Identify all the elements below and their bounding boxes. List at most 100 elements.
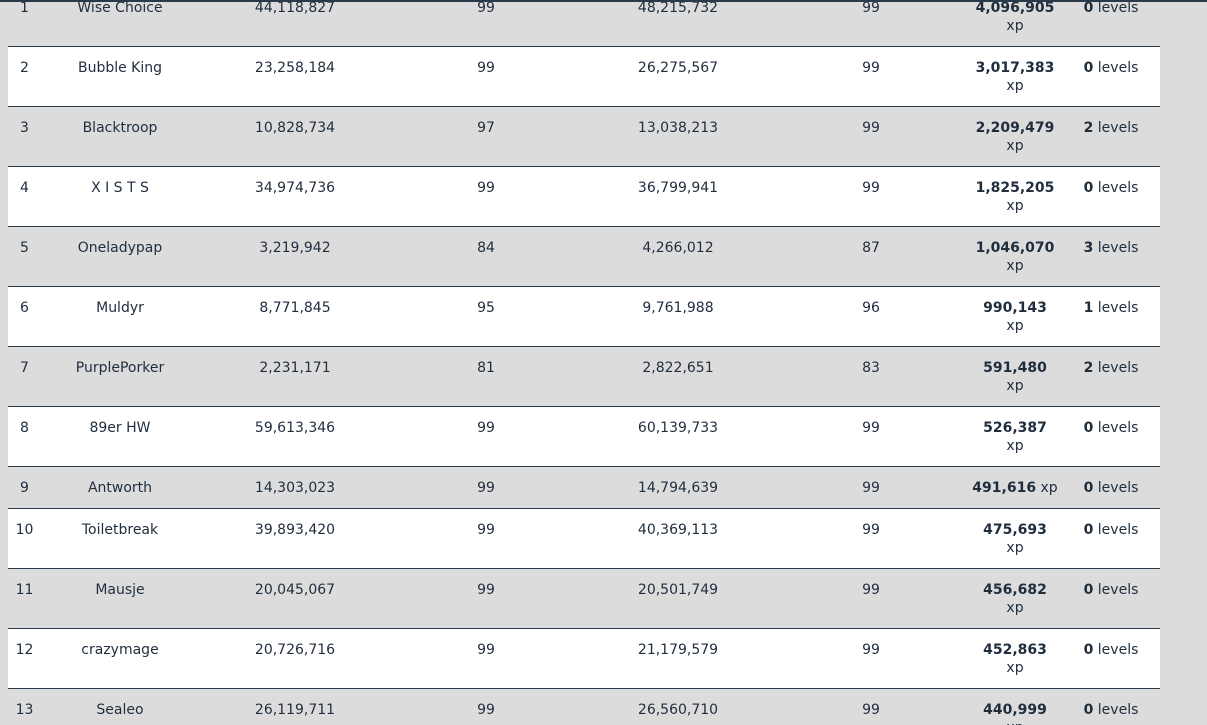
levels-gained-cell: 0 levels	[1070, 581, 1152, 599]
levels-unit: levels	[1097, 642, 1139, 658]
levels-unit: levels	[1097, 522, 1139, 538]
player-name-link[interactable]: Blacktroop	[82, 120, 158, 136]
start-xp-cell: 59,613,346	[254, 420, 336, 436]
levels-gained-cell: 0 levels	[1070, 479, 1152, 497]
start-xp-cell: 23,258,184	[254, 60, 336, 76]
start-xp-cell: 34,974,736	[254, 180, 336, 196]
levels-gained-value: 0	[1083, 702, 1094, 718]
xp-gained-value: 4,096,905	[975, 0, 1055, 16]
end-xp-cell: 2,822,651	[642, 360, 714, 376]
player-name-link[interactable]: Sealeo	[96, 702, 144, 718]
levels-unit: levels	[1097, 702, 1139, 718]
levels-unit: levels	[1097, 420, 1139, 436]
start-xp-cell: 44,118,827	[254, 0, 336, 16]
player-name-link[interactable]: Antworth	[87, 480, 153, 496]
table-row: 13 Sealeo 26,119,711 99 26,560,710 99 44…	[8, 689, 1160, 725]
xp-gained-value: 1,825,205	[975, 180, 1055, 196]
player-name-link[interactable]: Oneladypap	[77, 240, 163, 256]
rank-cell: 4	[20, 180, 29, 196]
end-level-cell: 99	[862, 642, 880, 658]
table-row: 3 Blacktroop 10,828,734 97 13,038,213 99…	[8, 107, 1160, 167]
end-xp-cell: 14,794,639	[637, 480, 719, 496]
levels-unit: levels	[1097, 300, 1139, 316]
table-row: 6 Muldyr 8,771,845 95 9,761,988 96 990,1…	[8, 287, 1160, 347]
top-divider	[0, 0, 1207, 2]
start-level-cell: 99	[477, 642, 495, 658]
end-level-cell: 87	[862, 240, 880, 256]
start-level-cell: 81	[477, 360, 495, 376]
player-name-link[interactable]: 89er HW	[89, 420, 151, 436]
levels-gained-cell: 0 levels	[1070, 59, 1152, 77]
rank-cell: 13	[15, 702, 34, 718]
start-xp-cell: 39,893,420	[254, 522, 336, 538]
xp-gained-cell: 526,387 xp	[966, 419, 1064, 455]
player-name-link[interactable]: Wise Choice	[77, 0, 163, 16]
xp-unit: xp	[1006, 660, 1024, 676]
xp-gained-value: 456,682	[983, 582, 1047, 598]
start-xp-cell: 3,219,942	[259, 240, 331, 256]
end-xp-cell: 40,369,113	[637, 522, 719, 538]
end-level-cell: 99	[862, 60, 880, 76]
xp-unit: xp	[1006, 78, 1024, 94]
xp-gained-cell: 475,693 xp	[966, 521, 1064, 557]
xp-unit: xp	[1006, 600, 1024, 616]
levels-gained-cell: 2 levels	[1070, 359, 1152, 377]
end-xp-cell: 4,266,012	[642, 240, 714, 256]
xp-unit: xp	[1006, 138, 1024, 154]
levels-gained-cell: 0 levels	[1070, 641, 1152, 659]
levels-gained-value: 3	[1083, 240, 1094, 256]
start-xp-cell: 2,231,171	[259, 360, 331, 376]
levels-unit: levels	[1097, 180, 1139, 196]
levels-unit: levels	[1097, 582, 1139, 598]
xp-gained-value: 475,693	[983, 522, 1047, 538]
xp-gained-value: 990,143	[983, 300, 1047, 316]
levels-unit: levels	[1097, 60, 1139, 76]
xp-gained-value: 491,616	[972, 480, 1037, 496]
end-xp-cell: 48,215,732	[637, 0, 719, 16]
player-name-link[interactable]: PurplePorker	[75, 360, 165, 376]
levels-gained-cell: 0 levels	[1070, 419, 1152, 437]
rank-cell: 2	[20, 60, 29, 76]
player-name-link[interactable]: Muldyr	[96, 300, 144, 316]
player-name-link[interactable]: crazymage	[81, 642, 159, 658]
start-level-cell: 99	[477, 180, 495, 196]
levels-gained-cell: 0 levels	[1070, 701, 1152, 719]
levels-gained-value: 0	[1083, 480, 1094, 496]
levels-gained-cell: 3 levels	[1070, 239, 1152, 257]
start-xp-cell: 10,828,734	[254, 120, 336, 136]
levels-gained-cell: 1 levels	[1070, 299, 1152, 317]
levels-unit: levels	[1097, 360, 1139, 376]
rank-cell: 5	[20, 240, 29, 256]
player-name-link[interactable]: Toiletbreak	[81, 522, 159, 538]
xp-unit: xp	[1006, 540, 1024, 556]
end-xp-cell: 26,560,710	[637, 702, 719, 718]
xp-gained-value: 1,046,070	[975, 240, 1055, 256]
end-level-cell: 96	[862, 300, 880, 316]
xp-unit: xp	[1040, 480, 1058, 496]
player-name-link[interactable]: X I S T S	[91, 180, 149, 196]
xp-gained-cell: 456,682 xp	[966, 581, 1064, 617]
table-row: 1 Wise Choice 44,118,827 99 48,215,732 9…	[8, 0, 1160, 47]
xp-gained-cell: 1,046,070 xp	[966, 239, 1064, 275]
xp-unit: xp	[1006, 198, 1024, 214]
levels-unit: levels	[1097, 120, 1139, 136]
table-row: 7 PurplePorker 2,231,171 81 2,822,651 83…	[8, 347, 1160, 407]
player-name-link[interactable]: Mausje	[95, 582, 145, 598]
xp-gained-value: 440,999	[983, 702, 1047, 718]
end-xp-cell: 26,275,567	[637, 60, 719, 76]
table-row: 2 Bubble King 23,258,184 99 26,275,567 9…	[8, 47, 1160, 107]
end-xp-cell: 60,139,733	[637, 420, 719, 436]
rank-cell: 6	[20, 300, 29, 316]
levels-unit: levels	[1097, 240, 1139, 256]
table-row: 10 Toiletbreak 39,893,420 99 40,369,113 …	[8, 509, 1160, 569]
rank-cell: 9	[20, 480, 29, 496]
xp-gained-cell: 491,616 xp	[966, 479, 1064, 497]
rank-cell: 10	[15, 522, 34, 538]
xp-unit: xp	[1006, 258, 1024, 274]
levels-gained-value: 0	[1083, 180, 1094, 196]
start-level-cell: 99	[477, 480, 495, 496]
xp-gained-cell: 591,480 xp	[966, 359, 1064, 395]
table-row: 4 X I S T S 34,974,736 99 36,799,941 99 …	[8, 167, 1160, 227]
player-name-link[interactable]: Bubble King	[77, 60, 163, 76]
end-xp-cell: 20,501,749	[637, 582, 719, 598]
